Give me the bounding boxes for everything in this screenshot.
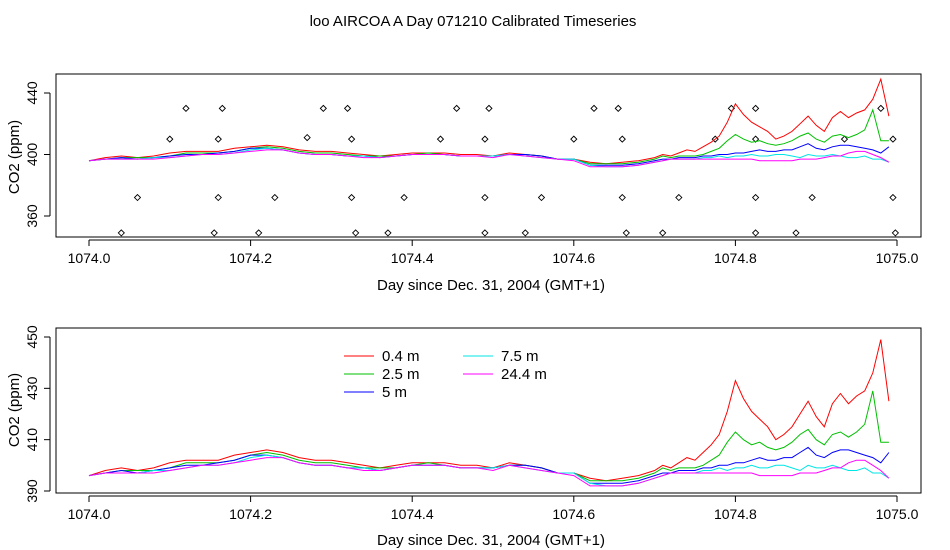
calibration-point (453, 104, 461, 113)
calibration-point (481, 135, 489, 143)
x-tick-label: 1074.2 (229, 250, 272, 266)
calibration-point (877, 104, 885, 113)
calibration-point (659, 229, 667, 237)
calibration-point (347, 193, 356, 202)
bottom-y-axis-title: CO2 (ppm) (6, 373, 23, 447)
x-tick-label: 1074.8 (714, 250, 757, 266)
y-tick-label: 450 (24, 325, 40, 349)
calibration-point (618, 193, 626, 202)
series-line-2-5-m (88, 390, 889, 482)
bottom-x-axis-title: Day since Dec. 31, 2004 (GMT+1) (377, 532, 605, 549)
calibration-point (622, 229, 630, 237)
calibration-point (347, 135, 356, 143)
bottom-x-axis: 1074.0 1074.2 1074.4 1074.6 1074.8 1075.0 (68, 495, 919, 522)
calibration-point (570, 135, 578, 143)
x-tick-label: 1074.8 (714, 506, 757, 522)
calibration-point (751, 229, 760, 237)
top-y-axis: 360 400 440 (24, 81, 51, 228)
calibration-point (218, 104, 226, 113)
calibration-point (889, 193, 897, 202)
x-tick-label: 1074.2 (229, 506, 272, 522)
series-line-0-4-m (88, 339, 890, 482)
legend-label: 7.5 m (501, 348, 539, 365)
calibration-point (618, 135, 626, 143)
calibration-point (303, 133, 311, 142)
calibration-point (751, 135, 760, 143)
calibration-point (675, 193, 683, 202)
calibration-point (792, 229, 800, 237)
y-tick-label: 440 (24, 81, 40, 105)
top-series-lines (88, 77, 890, 168)
top-x-axis: 1074.0 1074.2 1074.4 1074.6 1074.8 1075.0 (68, 239, 919, 266)
calibration-point (614, 104, 622, 113)
calibration-point (891, 229, 900, 237)
chart-title: loo AIRCOA A Day 071210 Calibrated Times… (310, 13, 637, 30)
calibration-point (808, 193, 816, 202)
calibration-point (537, 193, 546, 202)
y-tick-label: 390 (24, 479, 40, 503)
calibration-point (271, 193, 279, 202)
calibration-point (590, 104, 598, 113)
x-tick-label: 1074.0 (68, 506, 111, 522)
x-tick-label: 1074.6 (552, 250, 595, 266)
calibration-point (840, 135, 849, 143)
x-tick-label: 1074.0 (68, 250, 111, 266)
calibration-point (481, 193, 489, 202)
calibration-point (210, 229, 218, 237)
calibration-point (751, 193, 760, 202)
calibration-point (485, 104, 493, 113)
series-line-5-m (88, 446, 890, 484)
calibration-point (117, 229, 125, 237)
top-plot-frame (55, 73, 922, 238)
calibration-point (384, 229, 392, 237)
calibration-point (481, 229, 489, 237)
x-tick-label: 1075.0 (876, 250, 919, 266)
calibration-point (133, 193, 142, 202)
calibration-point (214, 135, 222, 143)
series-line-24-4-m (88, 149, 890, 168)
calibration-point (166, 135, 174, 143)
bottom-y-axis: 390 410 430 450 (24, 325, 51, 503)
calibration-point (352, 229, 360, 237)
x-tick-label: 1074.4 (391, 506, 434, 522)
y-tick-label: 400 (24, 143, 40, 167)
bottom-series-lines (88, 339, 890, 487)
legend-label: 5 m (382, 384, 407, 401)
top-calibration-points (117, 104, 900, 237)
top-y-axis-title: CO2 (ppm) (6, 120, 23, 194)
series-line-24-4-m (88, 457, 890, 487)
legend-label: 0.4 m (382, 348, 420, 365)
x-tick-label: 1074.4 (391, 250, 434, 266)
y-tick-label: 410 (24, 428, 40, 452)
series-line-5-m (88, 143, 890, 166)
calibration-point (319, 104, 327, 113)
calibration-point (214, 193, 222, 202)
calibration-point (751, 104, 760, 113)
calibration-point (521, 229, 529, 237)
calibration-point (182, 104, 190, 113)
x-tick-label: 1075.0 (876, 506, 919, 522)
y-tick-label: 430 (24, 376, 40, 400)
y-tick-label: 360 (24, 204, 40, 228)
legend-label: 2.5 m (382, 366, 420, 383)
legend: 0.4 m2.5 m5 m 7.5 m24.4 m (344, 348, 547, 401)
calibration-point (343, 104, 352, 113)
legend-label: 24.4 m (501, 366, 547, 383)
calibration-point (400, 193, 408, 202)
bottom-panel: 1074.0 1074.2 1074.4 1074.6 1074.8 1075.0 390… (6, 325, 922, 549)
top-x-axis-title: Day since Dec. 31, 2004 (GMT+1) (377, 277, 605, 294)
top-panel: 1074.0 1074.2 1074.4 1074.6 1074.8 1075.0 360… (6, 73, 922, 294)
series-line-2-5-m (88, 108, 889, 165)
calibration-point (889, 135, 897, 143)
x-tick-label: 1074.6 (552, 506, 595, 522)
calibration-point (436, 135, 445, 143)
bottom-plot-frame (55, 327, 922, 494)
calibration-point (255, 229, 263, 237)
